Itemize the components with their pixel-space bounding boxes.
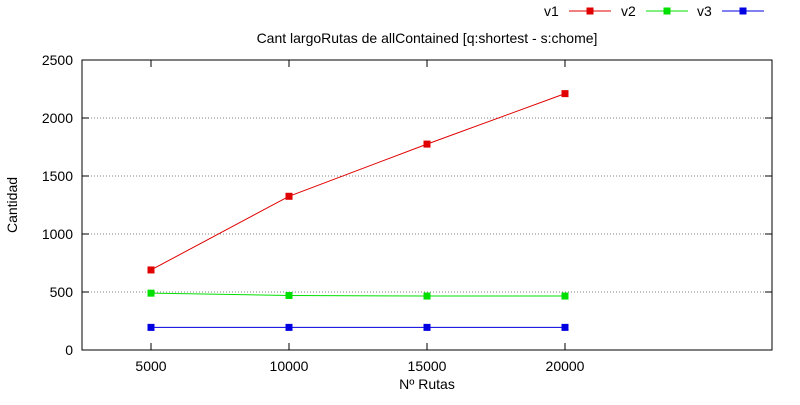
legend-marker-v1 xyxy=(586,7,594,15)
data-point-v2 xyxy=(147,289,155,297)
x-tick-label: 20000 xyxy=(546,358,585,374)
data-point-v1 xyxy=(561,90,569,98)
y-tick-label: 1500 xyxy=(42,168,73,184)
x-tick-label: 10000 xyxy=(270,358,309,374)
y-axis-label: Cantidad xyxy=(4,177,20,233)
data-point-v3 xyxy=(147,323,155,331)
y-tick-label: 500 xyxy=(50,284,74,300)
data-point-v2 xyxy=(285,291,293,299)
series-layer xyxy=(147,90,569,331)
data-point-v1 xyxy=(423,140,431,148)
x-axis-label: Nº Rutas xyxy=(399,376,455,392)
chart-title: Cant largoRutas de allContained [q:short… xyxy=(257,30,598,46)
data-point-v3 xyxy=(285,323,293,331)
x-tick-label: 5000 xyxy=(135,358,166,374)
legend-label-v3: v3 xyxy=(697,3,712,19)
data-point-v1 xyxy=(147,266,155,274)
y-tick-label: 2000 xyxy=(42,110,73,126)
legend-label-v2: v2 xyxy=(621,3,636,19)
series-line-v2 xyxy=(150,292,565,297)
grid-lines xyxy=(82,117,772,293)
legend-marker-v3 xyxy=(739,7,747,15)
data-point-v3 xyxy=(561,323,569,331)
data-point-v1 xyxy=(285,192,293,200)
data-point-v2 xyxy=(561,292,569,300)
data-point-v3 xyxy=(423,323,431,331)
plot-frame xyxy=(81,59,773,351)
y-tick-label: 2500 xyxy=(42,52,73,68)
x-tick-label: 15000 xyxy=(408,358,447,374)
data-point-v2 xyxy=(423,292,431,300)
series-line-v1 xyxy=(150,93,566,271)
legend-marker-v2 xyxy=(663,7,671,15)
legend-label-v1: v1 xyxy=(544,3,559,19)
axis-ticks: 0 500 1000 1500 2000 2500 5000 10000 15000 20000 xyxy=(42,52,772,374)
legend: v1 v2 v3 xyxy=(544,3,764,19)
y-tick-label: 0 xyxy=(65,342,73,358)
y-tick-label: 1000 xyxy=(42,226,73,242)
